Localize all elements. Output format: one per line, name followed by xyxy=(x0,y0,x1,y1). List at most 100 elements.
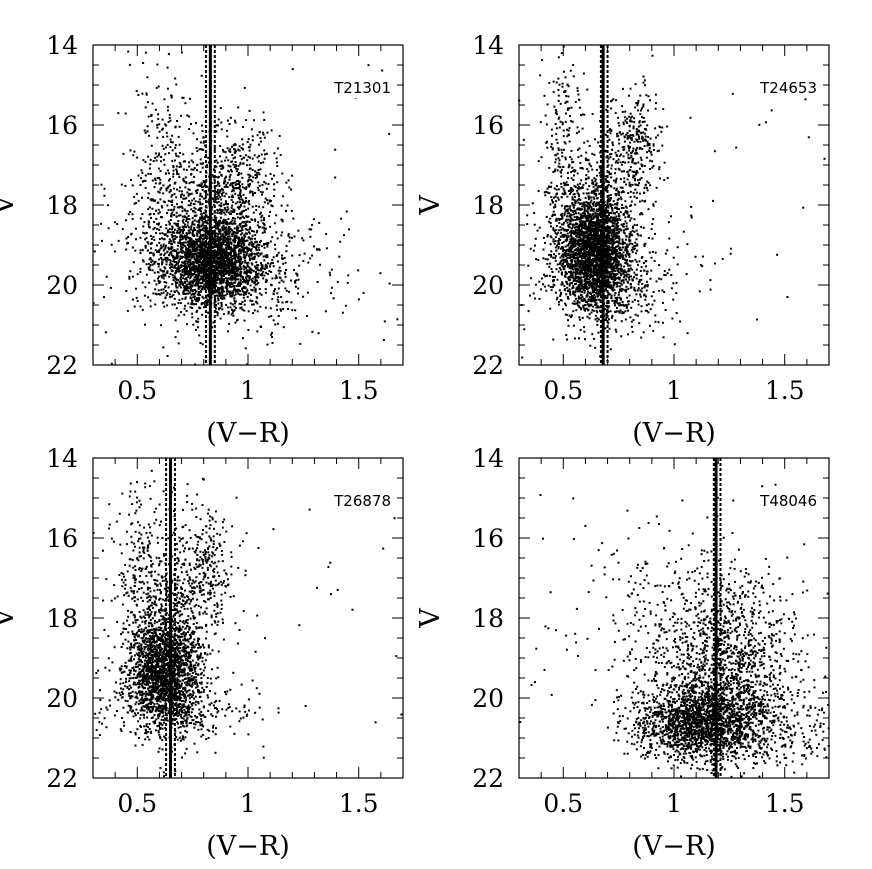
data-point xyxy=(259,305,262,308)
x-tick-label: 1.5 xyxy=(339,376,379,405)
data-point xyxy=(176,281,179,284)
data-point xyxy=(183,313,186,316)
data-point xyxy=(256,283,258,286)
data-point xyxy=(240,249,243,252)
data-point xyxy=(251,194,254,197)
data-point xyxy=(280,296,283,298)
data-point xyxy=(190,159,193,162)
data-point xyxy=(219,287,222,290)
data-point xyxy=(222,252,225,255)
data-point xyxy=(157,154,160,157)
data-point xyxy=(284,287,287,290)
data-point xyxy=(307,261,310,264)
data-point xyxy=(187,244,190,247)
data-point xyxy=(609,348,612,351)
data-point xyxy=(165,294,168,297)
data-point xyxy=(213,258,215,261)
data-point xyxy=(243,86,246,89)
data-point xyxy=(192,250,195,253)
data-point xyxy=(185,232,188,234)
data-point xyxy=(195,270,198,273)
data-point xyxy=(226,223,229,226)
data-point xyxy=(228,259,231,262)
data-point xyxy=(559,247,562,250)
data-point xyxy=(201,343,204,346)
data-point xyxy=(246,281,249,284)
data-point xyxy=(213,242,216,245)
data-point xyxy=(220,167,223,170)
data-point xyxy=(218,262,221,265)
data-point xyxy=(186,243,189,246)
data-point xyxy=(245,276,248,279)
data-point xyxy=(233,257,235,260)
data-point xyxy=(200,266,203,269)
data-point xyxy=(563,249,566,252)
data-point xyxy=(237,173,240,176)
data-point xyxy=(261,226,264,229)
data-point xyxy=(200,275,203,278)
data-point xyxy=(241,308,244,311)
data-point xyxy=(220,255,222,258)
data-point xyxy=(234,270,236,273)
data-point xyxy=(260,252,263,255)
data-point xyxy=(158,263,160,265)
data-point xyxy=(567,254,569,257)
data-point xyxy=(189,242,192,244)
data-point xyxy=(206,237,209,240)
data-point xyxy=(168,172,170,175)
data-point xyxy=(195,238,197,241)
data-point xyxy=(231,170,233,173)
data-point xyxy=(161,232,164,235)
data-point xyxy=(212,203,215,206)
data-point xyxy=(131,246,134,249)
data-point xyxy=(199,250,202,253)
data-point xyxy=(173,231,176,234)
data-point xyxy=(214,250,217,253)
data-point xyxy=(230,269,233,272)
data-point xyxy=(240,227,243,230)
data-point xyxy=(241,245,244,248)
data-point xyxy=(291,174,294,177)
data-point xyxy=(238,248,241,251)
data-point xyxy=(234,257,237,259)
data-point xyxy=(215,266,218,269)
data-point xyxy=(165,146,167,149)
data-point xyxy=(140,169,143,172)
data-point xyxy=(217,251,219,254)
data-point xyxy=(604,221,607,224)
data-point xyxy=(242,277,245,279)
data-point xyxy=(203,183,206,186)
data-point xyxy=(559,294,562,297)
data-point xyxy=(215,243,218,246)
data-point xyxy=(161,263,163,266)
data-point xyxy=(284,271,286,274)
data-point xyxy=(213,148,216,151)
data-point xyxy=(178,161,181,164)
data-point xyxy=(196,189,199,192)
data-point xyxy=(254,265,257,268)
data-point xyxy=(233,308,236,311)
data-point xyxy=(202,302,205,305)
data-point xyxy=(243,309,246,312)
data-point xyxy=(181,235,184,238)
data-point xyxy=(177,251,180,254)
data-point xyxy=(229,254,232,257)
data-point xyxy=(240,233,243,236)
data-point xyxy=(133,150,136,153)
data-point xyxy=(291,236,293,239)
data-point xyxy=(154,177,157,180)
data-point xyxy=(586,248,588,250)
data-point xyxy=(554,195,557,198)
data-point xyxy=(571,241,574,244)
data-point xyxy=(330,268,333,271)
data-point xyxy=(237,240,240,243)
data-point xyxy=(174,144,177,147)
data-point xyxy=(226,245,229,248)
data-point xyxy=(565,218,568,221)
data-point xyxy=(221,254,224,257)
data-point xyxy=(243,270,246,273)
data-point xyxy=(141,249,144,252)
data-point xyxy=(217,297,220,300)
data-point xyxy=(220,192,223,195)
data-point xyxy=(332,297,335,300)
